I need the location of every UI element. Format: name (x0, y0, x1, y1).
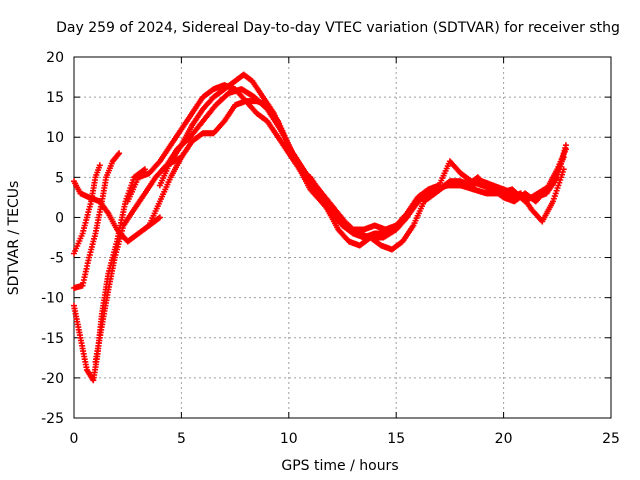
y-tick-label: 10 (46, 130, 64, 146)
data-point (96, 162, 103, 169)
x-tick-label: 5 (177, 431, 186, 447)
data-series (71, 71, 569, 384)
y-tick-label: 5 (55, 170, 64, 186)
data-point (560, 166, 567, 173)
x-tick-label: 25 (602, 431, 620, 447)
series-arc-3 (71, 150, 123, 291)
series-arc-8 (146, 98, 569, 233)
series-arc-7 (156, 71, 567, 253)
y-tick-label: -20 (41, 371, 64, 387)
y-tick-label: 20 (46, 50, 64, 66)
series-arc-5 (92, 154, 185, 365)
y-axis-label: SDTVAR / TECUs (6, 181, 22, 296)
x-axis-label: GPS time / hours (281, 458, 398, 474)
y-tick-label: -10 (41, 291, 64, 307)
series-arc-6 (124, 82, 569, 241)
data-point (115, 151, 122, 158)
y-tick-label: 0 (55, 210, 64, 226)
data-point (141, 166, 148, 173)
series-arc-4 (71, 162, 103, 257)
x-tick-label: 20 (495, 431, 513, 447)
y-tick-label: -5 (50, 251, 64, 267)
data-point (156, 214, 163, 221)
plot-frame (73, 56, 612, 419)
axis-tick-labels: 0 5 10 15 20 25 -25 -20 -15 -10 -5 0 5 10 15 20 (41, 50, 620, 447)
y-tick-label: 15 (46, 90, 64, 106)
y-tick-label: -25 (41, 411, 64, 427)
x-tick-label: 10 (280, 431, 298, 447)
data-point (116, 150, 123, 157)
chart-title: Day 259 of 2024, Sidereal Day-to-day VTE… (56, 20, 620, 36)
grid-lines (74, 57, 611, 418)
y-tick-label: -15 (41, 331, 64, 347)
axis-ticks (73, 56, 612, 419)
x-tick-label: 0 (70, 431, 79, 447)
x-tick-label: 15 (387, 431, 405, 447)
series-arc-9 (161, 86, 567, 241)
data-point (562, 146, 569, 153)
data-point (560, 154, 567, 161)
